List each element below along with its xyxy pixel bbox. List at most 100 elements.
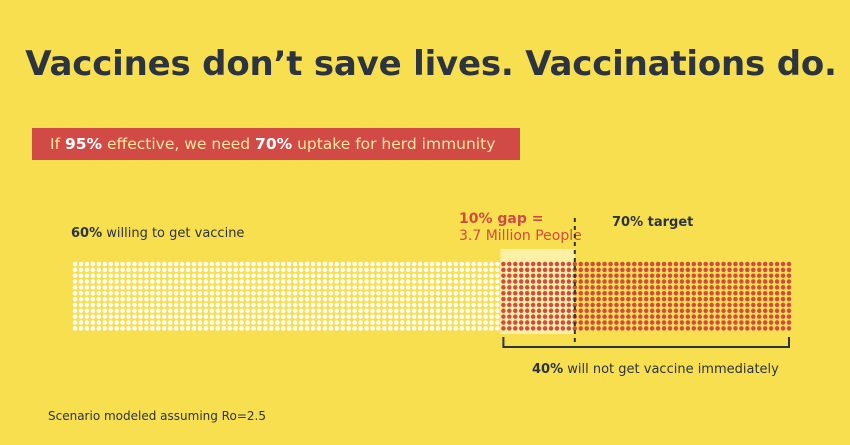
waffle-dot (382, 302, 387, 308)
waffle-dot (679, 326, 685, 331)
waffle-dot (96, 302, 102, 308)
waffle-dot (239, 267, 244, 273)
waffle-dot (513, 273, 518, 278)
waffle-dot (227, 273, 232, 278)
waffle-dot (590, 302, 595, 308)
waffle-dot (263, 267, 268, 273)
waffle-dot (108, 326, 113, 331)
waffle-dot (673, 296, 679, 302)
waffle-dot (304, 314, 310, 319)
waffle-dot (489, 267, 494, 273)
waffle-dot (96, 320, 102, 325)
waffle-dot (655, 314, 661, 319)
waffle-dot (447, 261, 453, 267)
waffle-dot (614, 279, 619, 284)
waffle-dot (733, 314, 738, 319)
waffle-dot (519, 285, 524, 290)
waffle-dot (167, 267, 173, 273)
waffle-dot (203, 267, 209, 273)
waffle-dot (751, 279, 756, 284)
waffle-dot (739, 261, 744, 267)
waffle-dot (358, 314, 363, 319)
waffle-dot (185, 273, 191, 278)
waffle-dot (215, 302, 221, 308)
waffle-dot (483, 267, 488, 273)
waffle-dot (370, 267, 375, 273)
waffle-dot (144, 267, 149, 273)
waffle-dot (435, 285, 441, 290)
waffle-dot (322, 291, 328, 296)
waffle-dot (780, 296, 786, 302)
waffle-dot (435, 296, 441, 302)
waffle-dot (757, 302, 762, 308)
waffle-dot (519, 261, 524, 267)
waffle-dot (501, 291, 506, 296)
waffle-dot (780, 308, 786, 314)
waffle-dot (209, 291, 215, 296)
waffle-dot (667, 314, 673, 319)
waffle-dot (281, 279, 286, 284)
waffle-dot (768, 291, 774, 296)
waffle-dot (239, 261, 244, 267)
waffle-dot (173, 273, 179, 278)
waffle-dot (614, 285, 619, 290)
waffle-dot (739, 314, 744, 319)
waffle-dot (167, 296, 173, 302)
waffle-dot (697, 314, 702, 319)
waffle-dot (560, 261, 566, 267)
waffle-dot (620, 285, 625, 290)
waffle-dot (138, 296, 143, 302)
waffle-dot (173, 326, 179, 331)
waffle-dot (691, 314, 697, 319)
waffle-dot (638, 308, 643, 314)
waffle-dot (691, 285, 697, 290)
waffle-dot (768, 302, 774, 308)
waffle-dot (281, 261, 286, 267)
waffle-dot (638, 267, 643, 273)
waffle-dot (536, 320, 542, 325)
waffle-dot (501, 326, 506, 331)
waffle-dot (590, 285, 595, 290)
waffle-dot (578, 308, 583, 314)
gap-people: 3.7 Million People (459, 228, 582, 244)
waffle-dot (429, 308, 435, 314)
waffle-dot (447, 314, 453, 319)
waffle-dot (322, 308, 328, 314)
waffle-dot (310, 326, 316, 331)
waffle-dot (167, 320, 173, 325)
waffle-dot (590, 314, 595, 319)
not-get-text: will not get vaccine immediately (563, 362, 779, 377)
waffle-dot (762, 308, 768, 314)
waffle-dot (328, 279, 334, 284)
waffle-dot (114, 285, 119, 290)
waffle-dot (727, 320, 732, 325)
waffle-dot (84, 267, 90, 273)
waffle-dot (263, 308, 268, 314)
waffle-dot (519, 291, 524, 296)
waffle-dot (780, 314, 786, 319)
waffle-dot (560, 285, 566, 290)
waffle-dot (774, 314, 780, 319)
waffle-dot (459, 279, 464, 284)
waffle-dot (608, 308, 613, 314)
waffle-dot (286, 314, 292, 319)
waffle-dot (703, 285, 708, 290)
waffle-dot (739, 326, 744, 331)
waffle-dot (84, 296, 90, 302)
waffle-dot (96, 261, 102, 267)
waffle-dot (108, 296, 113, 302)
waffle-dot (477, 302, 482, 308)
gap-heading: 10% gap = (459, 211, 544, 227)
waffle-dot (697, 302, 702, 308)
waffle-dot (376, 302, 381, 308)
waffle-dot (90, 279, 96, 284)
waffle-dot (614, 326, 619, 331)
waffle-dot (786, 261, 792, 267)
waffle-dot (423, 285, 429, 290)
waffle-dot (370, 314, 375, 319)
waffle-dot (197, 285, 203, 290)
waffle-dot (786, 273, 792, 278)
waffle-dot (667, 261, 673, 267)
waffle-dot (739, 285, 744, 290)
waffle-dot (227, 302, 232, 308)
